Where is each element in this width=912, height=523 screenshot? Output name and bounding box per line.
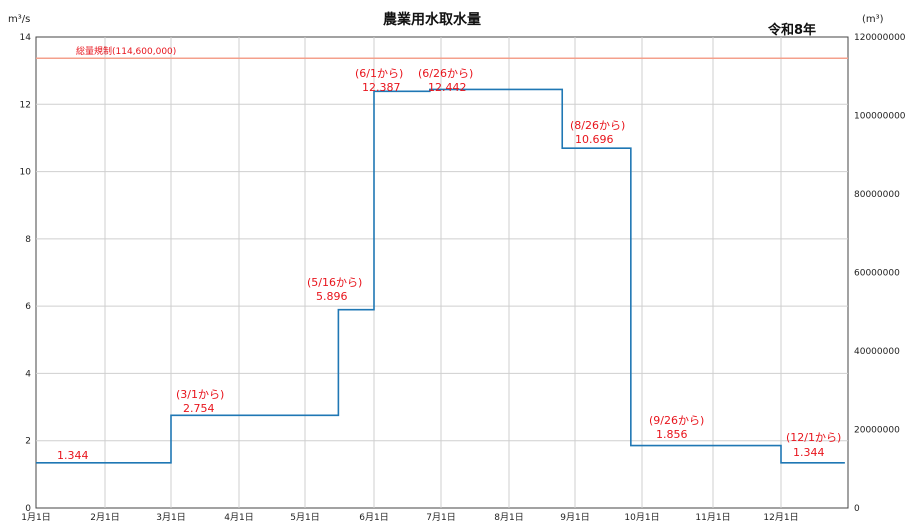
y-left-tick-label: 12 <box>20 100 31 110</box>
annotation: (8/26から)10.696 <box>570 119 625 146</box>
y-right-tick-label: 100000000 <box>854 112 906 122</box>
annotation-value: 10.696 <box>575 133 614 146</box>
annotation-from: (9/26から) <box>649 414 704 427</box>
x-tick-label: 11月1日 <box>695 512 730 523</box>
x-tick-label: 3月1日 <box>156 512 185 523</box>
y-left-tick-label: 14 <box>20 33 32 43</box>
y-left-tick-label: 0 <box>25 504 31 514</box>
annotation-from: (3/1から) <box>176 388 224 401</box>
y-right-tick-label: 60000000 <box>854 269 900 279</box>
y-right-tick-label: 0 <box>854 504 860 514</box>
x-tick-label: 8月1日 <box>494 512 523 523</box>
series-line <box>36 88 845 464</box>
grid <box>35 36 849 509</box>
y-left-tick-label: 4 <box>25 369 31 379</box>
y-right-tick-label: 20000000 <box>854 426 900 436</box>
annotation: (12/1から) 1.344 <box>786 431 841 459</box>
y-right-tick-label: 120000000 <box>854 33 906 43</box>
annotation-value: 2.754 <box>183 402 215 415</box>
x-tick-label: 7月1日 <box>426 512 455 523</box>
y-left-tick-label: 2 <box>25 437 31 447</box>
annotation-value: 12.387 <box>362 81 401 94</box>
annotation: (9/26から)1.856 <box>649 414 704 441</box>
y-right-tick-label: 40000000 <box>854 347 900 357</box>
x-tick-label: 1月1日 <box>21 512 50 523</box>
axes: 0 2 4 6 8 10 12 14 0 20000000 40000000 60000000 8000… <box>20 33 906 523</box>
annotation-from: (5/16から) <box>307 276 362 289</box>
annotation-value: 1.344 <box>57 449 89 462</box>
total-limit-label: 総量規制(114,600,000) <box>76 45 176 57</box>
annotation: (5/16から)5.896 <box>307 276 362 303</box>
y-left-tick-label: 10 <box>20 168 32 178</box>
x-tick-label: 5月1日 <box>290 512 319 523</box>
annotation-value: 1.856 <box>656 428 688 441</box>
annotation: (3/1から)2.754 <box>176 388 224 415</box>
annotation-value: 12.442 <box>428 81 467 94</box>
y-right-tick-label: 80000000 <box>854 190 900 200</box>
total-limit: 総量規制(114,600,000) <box>36 45 848 59</box>
x-tick-label: 12月1日 <box>763 512 798 523</box>
annotation: 1.344 <box>57 449 89 462</box>
chart-title: 農業用水取水量 <box>383 11 481 28</box>
y-left-tick-label: 6 <box>25 302 31 312</box>
x-tick-label: 2月1日 <box>90 512 119 523</box>
y-right-unit: (m³) <box>862 14 884 25</box>
series-layer <box>36 88 845 464</box>
annotations: 1.344(3/1から)2.754(5/16から)5.896(6/1から)12.… <box>57 67 841 462</box>
y-left-unit: m³/s <box>8 14 30 25</box>
annotation: (6/1から)12.387 <box>355 67 403 94</box>
chart-subtitle: 令和8年 <box>768 22 816 38</box>
annotation-value: 1.344 <box>793 446 825 459</box>
annotation-from: (8/26から) <box>570 119 625 132</box>
x-tick-label: 9月1日 <box>560 512 589 523</box>
y-left-tick-label: 8 <box>25 235 31 245</box>
annotation: (6/26から)12.442 <box>418 67 473 94</box>
x-tick-label: 6月1日 <box>359 512 388 523</box>
annotation-value: 5.896 <box>316 290 348 303</box>
x-tick-label: 4月1日 <box>224 512 253 523</box>
x-tick-label: 10月1日 <box>624 512 659 523</box>
annotation-from: (6/26から) <box>418 67 473 80</box>
annotation-from: (12/1から) <box>786 431 841 444</box>
annotation-from: (6/1から) <box>355 67 403 80</box>
plot-frame <box>35 36 849 509</box>
